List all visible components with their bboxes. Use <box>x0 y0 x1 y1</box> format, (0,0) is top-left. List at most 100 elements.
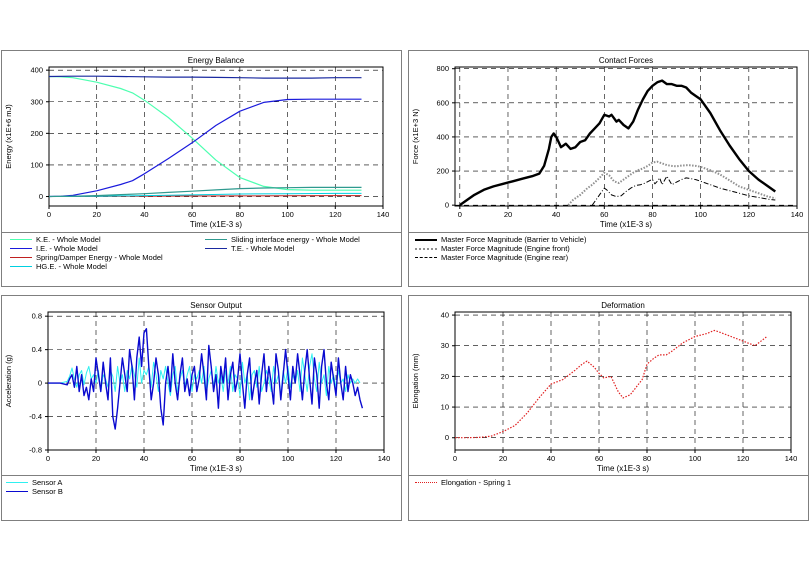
legend-swatch <box>10 266 32 267</box>
x-axis-label: Time (x1E-3 s) <box>190 464 242 473</box>
x-tick-label: 140 <box>377 210 390 219</box>
y-tick-label: 0 <box>445 433 449 442</box>
x-tick-label: 120 <box>330 454 343 463</box>
series-line-sensor-b <box>48 328 364 430</box>
legend-swatch <box>6 491 28 492</box>
x-tick-label: 20 <box>93 210 101 219</box>
energy-balance-chart: Energy Balance 0 20 40 60 80 100 120 140 0 100 200 3… <box>4 56 390 229</box>
x-tick-label: 60 <box>600 210 608 219</box>
x-tick-label: 40 <box>140 454 148 463</box>
legend-item: Master Force Magnitude (Engine front) <box>415 244 570 253</box>
plot-frame <box>454 66 798 207</box>
y-tick-label: 200 <box>30 129 43 138</box>
legend-swatch <box>10 248 32 249</box>
deformation-panel: Deformation 0 20 40 60 80 100 120 140 0 10 20 30 40 Ti… <box>408 295 809 521</box>
x-tick-label: 100 <box>694 210 707 219</box>
legend-item: HG.E. - Whole Model <box>10 262 107 271</box>
series-line-k-e-whole-model <box>49 75 362 191</box>
x-tick-label: 100 <box>281 210 294 219</box>
x-tick-label: 20 <box>499 454 507 463</box>
series-line-hg-e-whole-model <box>49 192 362 197</box>
plot-frame <box>48 66 384 207</box>
x-tick-label: 0 <box>458 210 462 219</box>
x-tick-label: 80 <box>643 454 651 463</box>
x-tick-label: 80 <box>236 210 244 219</box>
legend-item: Master Force Magnitude (Engine rear) <box>415 253 568 262</box>
deformation-chart: Deformation 0 20 40 60 80 100 120 140 0 10 20 30 40 Ti… <box>411 301 798 473</box>
y-axis-label: Elongation (mm) <box>411 353 420 409</box>
legend-label: Master Force Magnitude (Engine front) <box>441 244 570 253</box>
chart-title: Sensor Output <box>190 301 242 310</box>
legend-label: Spring/Damper Energy - Whole Model <box>36 253 163 262</box>
y-tick-label: 0 <box>445 201 449 210</box>
series-line-t-e-whole-model <box>49 75 362 79</box>
series-line-master-force-magnitude-barrier-to-vehicle <box>459 79 776 206</box>
legend-item: T.E. - Whole Model <box>205 244 294 253</box>
legend-item: I.E. - Whole Model <box>10 244 98 253</box>
x-tick-label: 120 <box>737 454 750 463</box>
x-tick-label: 100 <box>689 454 702 463</box>
y-tick-label: 0.4 <box>32 345 42 354</box>
legend-swatch <box>415 257 437 258</box>
legend-label: T.E. - Whole Model <box>231 244 295 253</box>
x-tick-label: 40 <box>140 210 148 219</box>
x-axis-label: Time (x1E-3 s) <box>600 220 652 229</box>
x-tick-label: 0 <box>453 454 457 463</box>
sensor-output-panel: Sensor Output 0 20 40 60 80 100 120 140 -0.8 -0.4 0… <box>1 295 402 521</box>
legend-item: Master Force Magnitude (Barrier to Vehic… <box>415 235 586 244</box>
y-tick-label: 200 <box>436 167 449 176</box>
y-tick-label: 20 <box>441 372 449 381</box>
legend-item: Sensor B <box>6 487 63 496</box>
deformation-legend: Elongation - Spring 1 <box>409 475 808 520</box>
legend-swatch <box>205 239 227 240</box>
energy-balance-legend: K.E. - Whole Model I.E. - Whole Model Sp… <box>2 232 401 286</box>
y-tick-label: -0.8 <box>29 446 42 455</box>
legend-swatch <box>205 248 227 249</box>
x-tick-label: 120 <box>329 210 342 219</box>
y-tick-label: 400 <box>436 132 449 141</box>
y-tick-label: 600 <box>436 98 449 107</box>
y-tick-label: 30 <box>441 341 449 350</box>
legend-label: Sensor A <box>32 478 63 487</box>
y-tick-label: 300 <box>30 97 43 106</box>
series-line-master-force-magnitude-engine-front <box>567 160 776 206</box>
x-tick-label: 60 <box>188 454 196 463</box>
x-tick-label: 20 <box>92 454 100 463</box>
legend-item: Spring/Damper Energy - Whole Model <box>10 253 163 262</box>
x-axis-label: Time (x1E-3 s) <box>190 220 242 229</box>
plot-frame <box>47 311 385 451</box>
sensor-output-legend: Sensor A Sensor B <box>2 475 401 520</box>
series-line-sliding-interface-energy-whole-model <box>49 186 362 198</box>
y-tick-label: 400 <box>30 66 43 75</box>
y-tick-label: 800 <box>436 64 449 73</box>
legend-swatch <box>415 482 437 483</box>
legend-item: Sliding interface energy - Whole Model <box>205 235 360 244</box>
x-tick-label: 20 <box>504 210 512 219</box>
chart-title: Deformation <box>601 301 645 310</box>
legend-swatch <box>10 239 32 240</box>
legend-label: Master Force Magnitude (Barrier to Vehic… <box>441 235 587 244</box>
legend-swatch <box>415 247 437 250</box>
chart-title: Energy Balance <box>188 56 245 65</box>
x-tick-label: 80 <box>236 454 244 463</box>
contact-forces-legend: Master Force Magnitude (Barrier to Vehic… <box>409 232 808 286</box>
y-tick-label: 0.8 <box>32 312 42 321</box>
series-line-elongation-spring-1 <box>455 329 768 439</box>
x-tick-label: 140 <box>785 454 798 463</box>
x-tick-label: 60 <box>188 210 196 219</box>
contact-forces-chart: Contact Forces 0 20 40 60 80 100 120 140 0 200 400 6… <box>411 56 803 229</box>
energy-balance-panel: Energy Balance 0 20 40 60 80 100 120 140 0 100 200 3… <box>1 50 402 287</box>
y-tick-label: 0 <box>38 379 42 388</box>
x-tick-label: 120 <box>743 210 756 219</box>
x-tick-label: 40 <box>552 210 560 219</box>
x-tick-label: 0 <box>46 454 50 463</box>
legend-label: Elongation - Spring 1 <box>441 478 512 487</box>
y-tick-label: 10 <box>441 403 449 412</box>
legend-item: Elongation - Spring 1 <box>415 478 511 487</box>
chart-title: Contact Forces <box>599 56 653 65</box>
x-tick-label: 0 <box>47 210 51 219</box>
y-tick-label: 100 <box>30 160 43 169</box>
y-tick-label: -0.4 <box>29 412 42 421</box>
plot-frame <box>454 311 792 451</box>
legend-item: Sensor A <box>6 478 62 487</box>
